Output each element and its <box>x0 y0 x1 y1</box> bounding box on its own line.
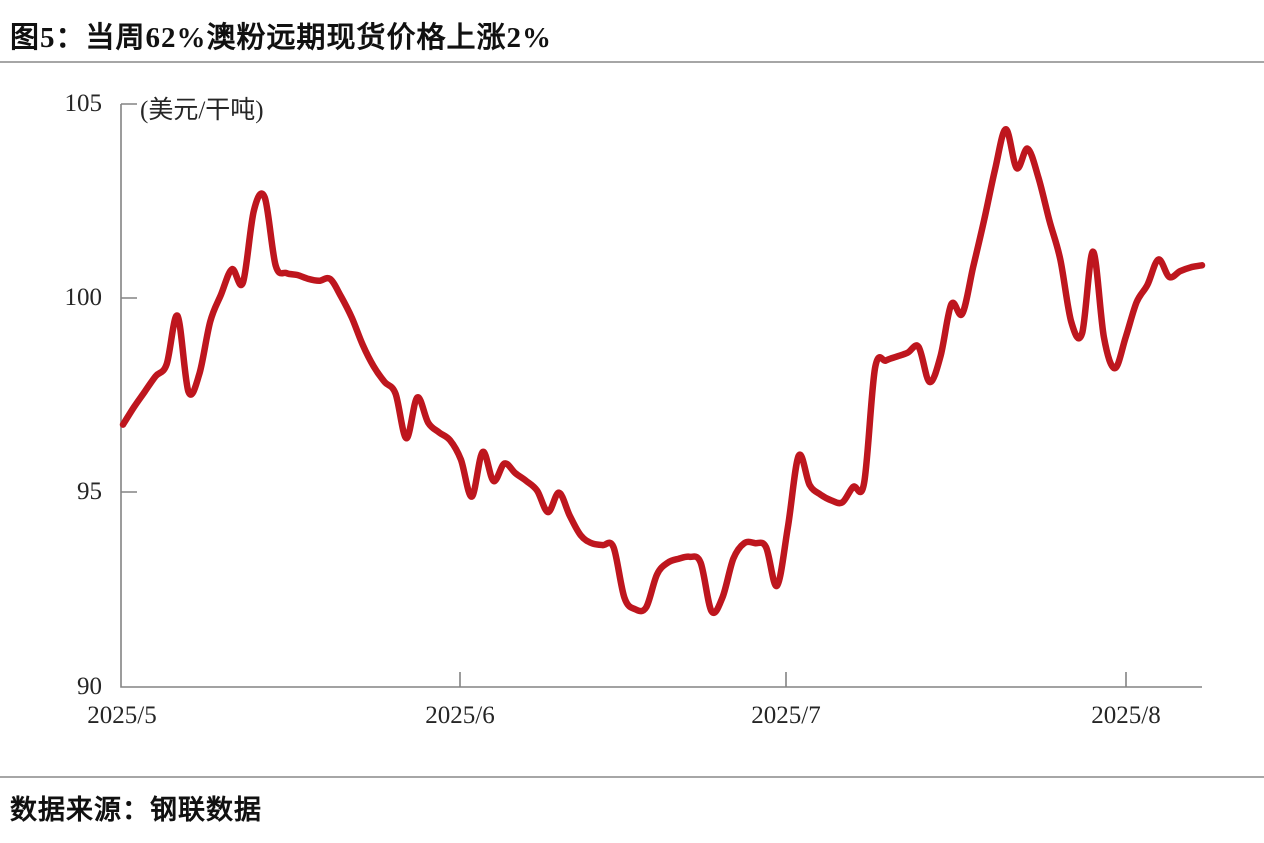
data-source-note: 数据来源：钢联数据 <box>10 795 262 825</box>
y-tick-label-95: 95 <box>77 478 102 505</box>
y-axis-unit-label: (美元/干吨) <box>140 97 264 124</box>
y-tick-label-90: 90 <box>77 673 102 700</box>
y-axis-ticks <box>121 103 137 493</box>
title-divider <box>0 61 1264 63</box>
x-tick-label-may: 2025/5 <box>87 702 157 729</box>
x-axis-ticks <box>459 672 1127 687</box>
price-line <box>119 126 1206 617</box>
x-tick-label-jul: 2025/7 <box>751 702 821 729</box>
x-tick-label-jun: 2025/6 <box>425 702 495 729</box>
y-tick-label-100: 100 <box>64 284 103 311</box>
footer-divider <box>0 776 1264 778</box>
figure-title: 图5：当周62%澳粉远期现货价格上涨2% <box>10 22 553 54</box>
x-tick-label-aug: 2025/8 <box>1091 702 1161 729</box>
y-tick-label-105: 105 <box>64 90 103 117</box>
